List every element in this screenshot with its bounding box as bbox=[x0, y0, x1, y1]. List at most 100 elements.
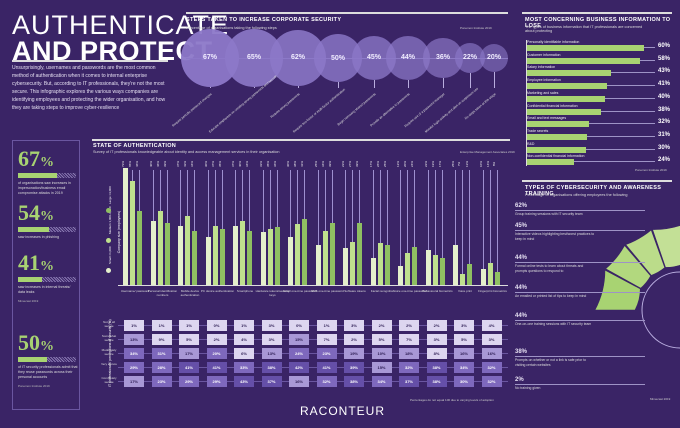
auth-bar bbox=[178, 225, 183, 285]
bar-leader bbox=[482, 170, 484, 269]
table-cell: 19% bbox=[344, 348, 364, 359]
table-cell: 42% bbox=[289, 362, 309, 373]
bar-value: 25% bbox=[313, 160, 318, 168]
bar-value: 22% bbox=[423, 160, 428, 168]
training-underline bbox=[515, 230, 645, 231]
table-cell: 8% bbox=[426, 348, 447, 359]
stat-bar-track bbox=[18, 173, 76, 178]
bar-leader bbox=[379, 170, 381, 244]
concerning-axis bbox=[526, 40, 527, 166]
auth-bar bbox=[205, 237, 211, 285]
divider bbox=[522, 12, 672, 14]
bar-leader bbox=[489, 170, 491, 263]
table-note: Percentages do not equal 100 due to vary… bbox=[410, 398, 494, 402]
table-cell: 3% bbox=[426, 334, 447, 345]
bar-value: 17% bbox=[368, 160, 373, 168]
training-item: 44% An emailed or printed list of tips to… bbox=[515, 285, 645, 299]
auth-bar bbox=[137, 211, 142, 285]
concern-value: 58% bbox=[657, 55, 670, 62]
stat-desc: of organisations saw increases in impers… bbox=[18, 181, 71, 195]
concern-row: R&D 30% bbox=[515, 142, 675, 156]
auth-bar bbox=[315, 245, 321, 285]
step-label: Monitor login activity and alert on susp… bbox=[424, 86, 479, 134]
concern-value: 41% bbox=[657, 81, 670, 88]
concern-value: 24% bbox=[657, 157, 670, 164]
method-label: Username/ password bbox=[120, 289, 150, 293]
auth-bar bbox=[185, 216, 190, 285]
row-line bbox=[118, 381, 508, 382]
bar-value: 27% bbox=[348, 160, 353, 168]
bar-value: 30% bbox=[286, 160, 291, 168]
table-cell: 37% bbox=[261, 376, 282, 387]
method-label: Smartphone bbox=[236, 289, 254, 293]
concern-line bbox=[587, 135, 655, 137]
table-cell: 1% bbox=[179, 320, 199, 331]
table-cell: 30% bbox=[454, 376, 474, 387]
concern-bar bbox=[527, 83, 607, 90]
method-label: Behavioural biometrics bbox=[422, 289, 453, 293]
table-cell: 24% bbox=[289, 348, 309, 359]
auth-bar bbox=[322, 230, 328, 285]
concern-line bbox=[601, 110, 655, 112]
table-cell: 2% bbox=[206, 334, 227, 345]
stat-unit: % bbox=[40, 209, 54, 224]
concern-value: 31% bbox=[657, 131, 670, 138]
method-label: PC device authentication bbox=[200, 289, 235, 293]
table-cell: 1% bbox=[124, 320, 144, 331]
table-cell: 29% bbox=[124, 362, 144, 373]
auth-bar bbox=[439, 257, 445, 285]
training-item: 45% Interactive videos highlighting best/… bbox=[515, 223, 645, 241]
auth-bar bbox=[123, 168, 128, 285]
table-cell: 7% bbox=[316, 334, 337, 345]
training-donut-segment bbox=[605, 245, 652, 289]
auth-bar bbox=[412, 246, 417, 285]
training-donut-segment bbox=[652, 225, 680, 268]
bar-leader bbox=[427, 170, 429, 250]
stat-bar-fill bbox=[18, 277, 42, 282]
concern-value: 30% bbox=[657, 144, 670, 151]
concern-row: Customer information 58% bbox=[515, 53, 675, 67]
auth-subtitle: Survey of IT professionals knowledgeable… bbox=[93, 150, 280, 154]
bar-value: 46% bbox=[155, 160, 160, 168]
legend-label: Large >3,000 bbox=[108, 186, 112, 204]
legend-swatch bbox=[106, 268, 111, 273]
bar-leader bbox=[207, 170, 209, 237]
bar-value: 73% bbox=[121, 160, 126, 168]
table-cell: 1% bbox=[234, 320, 254, 331]
auth-bar bbox=[247, 230, 252, 285]
bar-value: 37% bbox=[210, 160, 215, 168]
table-cell: 16% bbox=[454, 348, 474, 359]
bar-value: 24% bbox=[410, 160, 415, 168]
table-cell: 6% bbox=[234, 348, 254, 359]
training-item: 2% No training given bbox=[515, 377, 645, 391]
auth-bar bbox=[432, 254, 438, 285]
bar-leader bbox=[269, 170, 271, 229]
table-cell: 43% bbox=[234, 376, 254, 387]
training-underline bbox=[515, 384, 645, 385]
table-cell: 20% bbox=[206, 348, 227, 359]
concern-row: Non-confidential financial information 24… bbox=[515, 154, 675, 168]
table-cell: 0% bbox=[206, 320, 227, 331]
divider bbox=[12, 60, 168, 62]
table-cell: 2% bbox=[344, 334, 364, 345]
bar-value: 37% bbox=[176, 160, 181, 168]
intro-text: Unsurprisingly, usernames and passwords … bbox=[12, 65, 166, 111]
auth-title: STATE OF AUTHENTICATION bbox=[93, 143, 177, 149]
concern-row: Personally identifiable information 60% bbox=[515, 40, 675, 54]
concern-label: Confidential financial information bbox=[527, 103, 578, 108]
training-donut-segment bbox=[594, 269, 641, 311]
legend-label: Small <1,000 bbox=[108, 246, 112, 264]
stat-desc: of IT security professionals admit that … bbox=[18, 365, 78, 379]
auth-bar bbox=[460, 273, 465, 285]
table-row-label: Completely secure bbox=[101, 376, 117, 384]
auth-bar bbox=[453, 245, 458, 285]
concern-bar bbox=[527, 146, 586, 153]
steps-title: STEPS TAKEN TO INCREASE CORPORATE SECURI… bbox=[186, 17, 342, 23]
concern-line bbox=[589, 123, 655, 125]
row-line bbox=[118, 353, 508, 354]
stat-desc: saw increases in internal threats/ data … bbox=[18, 285, 71, 294]
table-cell: 7% bbox=[399, 334, 419, 345]
training-item: 62% Group training sessions with IT secur… bbox=[515, 203, 645, 217]
concern-line bbox=[644, 47, 655, 48]
stat-item: 54% saw increases in phishing bbox=[18, 200, 78, 240]
